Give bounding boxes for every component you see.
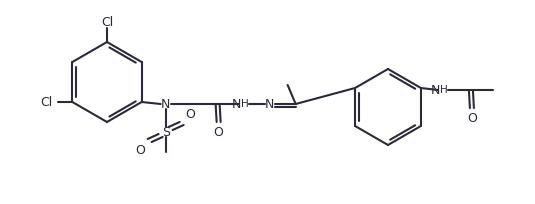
Text: N: N bbox=[431, 84, 441, 97]
Text: O: O bbox=[186, 108, 196, 121]
Text: N: N bbox=[232, 98, 241, 111]
Text: O: O bbox=[213, 126, 224, 139]
Text: S: S bbox=[162, 126, 170, 139]
Text: Cl: Cl bbox=[40, 96, 52, 109]
Text: N: N bbox=[265, 98, 274, 111]
Text: O: O bbox=[136, 144, 146, 157]
Text: H: H bbox=[440, 85, 448, 94]
Text: O: O bbox=[467, 112, 477, 125]
Text: H: H bbox=[241, 99, 249, 109]
Text: Cl: Cl bbox=[101, 16, 113, 28]
Text: N: N bbox=[161, 98, 170, 111]
